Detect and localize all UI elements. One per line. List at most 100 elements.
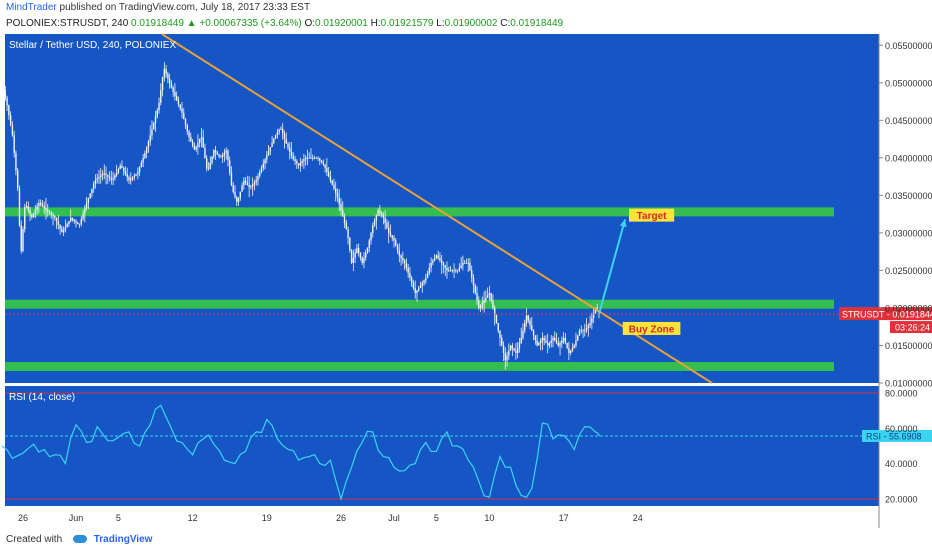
rsi-tick-label: 20.0000	[885, 494, 918, 504]
candle-body	[202, 137, 204, 148]
candle-body	[289, 147, 291, 153]
candle-body	[356, 247, 358, 253]
time-tick-label: 5	[116, 513, 121, 523]
candle-body	[168, 78, 171, 84]
candle-body	[580, 330, 582, 332]
candle-body	[516, 347, 519, 353]
candle-body	[393, 237, 395, 241]
candle-body	[213, 150, 215, 157]
candle-body	[71, 217, 74, 220]
candle-body	[147, 141, 150, 148]
candle-body	[428, 267, 431, 273]
candle-body	[151, 129, 153, 136]
candle-body	[198, 138, 201, 143]
candle-body	[50, 213, 52, 215]
candle-body	[343, 216, 346, 223]
candle-body	[197, 142, 199, 147]
candle-body	[532, 330, 535, 336]
candle-body	[462, 262, 464, 266]
candle-body	[292, 156, 294, 160]
candle-body	[188, 131, 190, 137]
open-value: 0.01920001	[315, 18, 368, 29]
candle-body	[62, 230, 65, 233]
candle-body	[444, 265, 446, 268]
candle-body	[368, 240, 370, 248]
author-link[interactable]: MindTrader	[6, 2, 57, 13]
candle-body	[36, 206, 38, 211]
time-tick-label: 12	[188, 513, 198, 523]
candle-body	[209, 162, 211, 170]
candle-body	[384, 217, 386, 223]
price-tick-label: 0.02000000	[885, 303, 932, 313]
price-tick-label: 0.03500000	[885, 191, 932, 201]
candle-body	[476, 292, 478, 301]
candle-body	[522, 330, 524, 338]
candle-body	[327, 172, 330, 177]
candle-body	[297, 163, 300, 166]
candle-body	[176, 96, 178, 101]
candle-body	[267, 151, 270, 156]
candle-body	[478, 300, 480, 308]
candle-body	[375, 215, 378, 221]
candle-body	[59, 225, 61, 229]
candle-body	[84, 208, 86, 214]
candle-body	[366, 247, 369, 253]
candle-body	[407, 267, 409, 273]
candle-body	[1, 82, 3, 84]
candle-body	[107, 175, 109, 177]
candle-body	[137, 171, 139, 175]
candle-body	[269, 146, 272, 152]
candle-body	[271, 142, 273, 147]
time-tick-label: 10	[484, 513, 494, 523]
candle-body	[246, 182, 249, 185]
candle-body	[259, 172, 261, 177]
candle-body	[418, 287, 420, 291]
candle-body	[154, 116, 157, 123]
tradingview-logo-icon	[72, 535, 87, 544]
candle-body	[123, 167, 125, 171]
price-tick-label: 0.03000000	[885, 228, 932, 238]
candle-body	[13, 135, 15, 153]
zone-band	[5, 207, 834, 217]
candle-body	[439, 257, 441, 261]
candle-body	[165, 68, 167, 74]
candle-body	[347, 229, 349, 238]
price-tick-label: 0.05000000	[885, 78, 932, 88]
candle-body	[285, 138, 287, 144]
candle-body	[55, 217, 58, 222]
candle-body	[75, 221, 77, 223]
candle-body	[287, 143, 289, 148]
candle-body	[437, 255, 439, 258]
candle-body	[361, 257, 363, 263]
candle-body	[317, 157, 319, 159]
candle-body	[61, 228, 63, 233]
candle-body	[9, 115, 12, 126]
candle-body	[538, 342, 540, 346]
candle-body	[140, 162, 143, 168]
candle-body	[527, 315, 529, 321]
candle-body	[184, 119, 187, 126]
candle-body	[326, 167, 328, 173]
candle-body	[416, 290, 418, 293]
candle-body	[467, 262, 469, 264]
candle-body	[253, 182, 256, 185]
candle-body	[149, 135, 151, 142]
candle-body	[373, 220, 376, 226]
candle-body	[243, 180, 245, 186]
candle-body	[257, 176, 259, 181]
candle-body	[160, 90, 162, 103]
candle-body	[32, 213, 35, 218]
candle-body	[133, 175, 135, 178]
candle-body	[82, 213, 84, 219]
candle-body	[554, 337, 556, 341]
candle-body	[405, 262, 408, 268]
candle-body	[227, 150, 229, 161]
label-text: Target	[637, 211, 667, 222]
candle-body	[306, 157, 309, 159]
candle-body	[190, 136, 192, 142]
candle-body	[262, 163, 264, 168]
candle-body	[410, 277, 413, 283]
candle-body	[382, 215, 385, 218]
chart-area[interactable]: Target Buy Zone STRUSDT - 0.01918449 03:26:…	[0, 31, 932, 529]
tradingview-brand[interactable]: TradingView	[93, 534, 153, 545]
